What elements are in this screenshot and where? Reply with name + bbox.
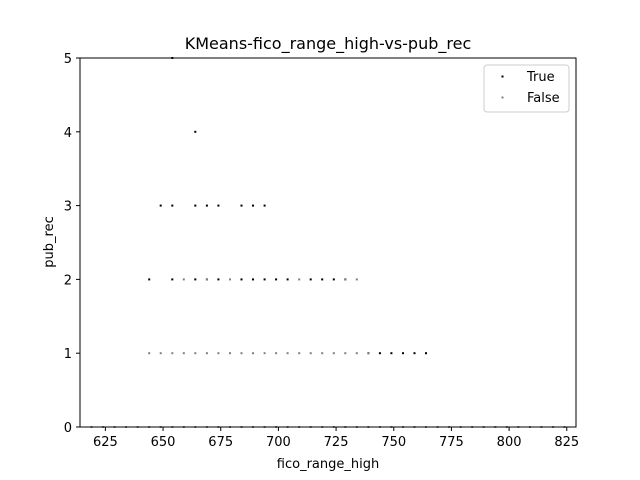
point-true-18 (275, 278, 278, 281)
point-false-6 (217, 352, 220, 355)
y-axis-label: pub_rec (42, 216, 57, 267)
x-tick-label: 650 (151, 435, 176, 450)
point-false-15 (321, 352, 324, 355)
point-false-0 (148, 352, 151, 355)
point-true-15 (240, 278, 243, 281)
x-tick-label: 725 (324, 435, 349, 450)
point-false-7 (229, 352, 231, 355)
point-true-11 (171, 278, 174, 281)
point-false-18 (355, 352, 358, 355)
point-false-4 (194, 352, 197, 355)
point-false-24 (344, 278, 347, 281)
chart-title: KMeans-fico_range_high-vs-pub_rec (185, 34, 472, 54)
point-true-4 (194, 204, 197, 207)
point-true-28 (413, 352, 416, 355)
point-true-26 (390, 352, 393, 355)
legend-box (483, 64, 570, 113)
point-false-9 (252, 352, 254, 355)
point-true-22 (332, 278, 335, 281)
x-tick-label: 800 (497, 435, 522, 450)
y-tick-label: 1 (64, 347, 72, 362)
point-false-22 (229, 278, 231, 281)
point-false-1 (159, 352, 162, 355)
point-false-12 (286, 352, 289, 355)
point-false-8 (240, 352, 243, 355)
point-false-20 (182, 278, 185, 281)
point-true-29 (425, 352, 427, 355)
point-false-3 (182, 352, 185, 355)
point-false-10 (263, 352, 266, 355)
point-false-2 (171, 352, 174, 355)
legend: True False (483, 64, 570, 113)
x-tick-label: 700 (266, 435, 291, 450)
x-tick-label: 775 (439, 435, 464, 450)
point-true-3 (171, 204, 174, 207)
point-true-20 (309, 278, 312, 281)
point-true-19 (286, 278, 289, 281)
point-false-17 (344, 352, 347, 355)
legend-label-false: False (527, 91, 560, 106)
legend-label-true: True (526, 70, 555, 85)
point-false-5 (205, 352, 208, 355)
point-false-14 (309, 352, 312, 355)
point-true-14 (217, 278, 220, 281)
plot-frame (79, 57, 577, 428)
point-true-27 (402, 352, 404, 355)
x-axis-label: fico_range_high (277, 457, 379, 472)
point-true-9 (263, 204, 266, 207)
plot-area (80, 58, 576, 427)
point-false-13 (298, 352, 301, 355)
point-true-8 (252, 204, 254, 207)
point-false-16 (332, 352, 335, 355)
point-false-21 (205, 278, 208, 281)
point-true-12 (194, 278, 197, 281)
point-true-1 (194, 130, 197, 133)
point-true-16 (252, 278, 254, 281)
legend-marker-true (501, 75, 504, 78)
y-tick-label: 0 (64, 421, 72, 436)
point-false-19 (367, 352, 370, 355)
y-tick-label: 2 (64, 273, 72, 288)
point-true-10 (148, 278, 151, 281)
x-axis-ticks: 625 650 675 700 725 750 775 800 825 (93, 427, 579, 450)
point-false-25 (355, 278, 358, 281)
x-tick-label: 625 (93, 435, 118, 450)
x-tick-label: 675 (208, 435, 233, 450)
x-tick-label: 825 (554, 435, 579, 450)
point-true-21 (321, 278, 324, 281)
point-false-11 (275, 352, 278, 355)
legend-marker-false (501, 96, 504, 99)
y-tick-label: 5 (64, 52, 72, 67)
y-tick-label: 3 (64, 200, 72, 215)
y-axis-ticks: 0 1 2 3 4 5 (64, 52, 80, 436)
x-tick-label: 750 (381, 435, 406, 450)
point-true-7 (240, 204, 243, 207)
point-true-17 (263, 278, 266, 281)
point-true-6 (217, 204, 220, 207)
point-false-23 (298, 278, 301, 281)
y-tick-label: 4 (64, 126, 72, 141)
point-true-25 (378, 352, 381, 355)
point-true-5 (205, 204, 208, 207)
point-true-2 (159, 204, 162, 207)
